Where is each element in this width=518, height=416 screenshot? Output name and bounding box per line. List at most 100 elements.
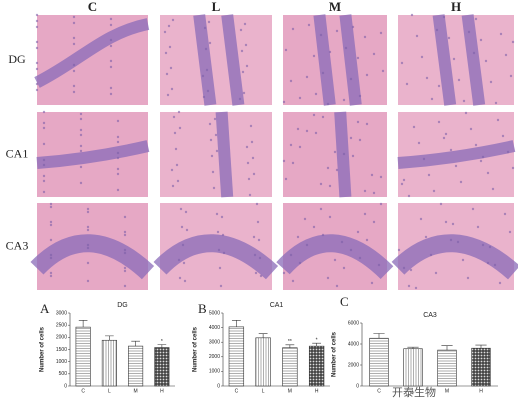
cell — [109, 65, 113, 69]
x-tick-label: H — [160, 388, 164, 394]
cell — [171, 184, 175, 188]
cell — [170, 168, 174, 172]
cell — [419, 217, 423, 221]
y-axis-label: Number of cells — [332, 331, 338, 377]
cell — [464, 111, 468, 115]
cell — [116, 188, 120, 192]
cell — [202, 95, 206, 99]
x-tick-label: M — [445, 388, 449, 394]
cell — [467, 30, 471, 34]
cell — [35, 82, 39, 86]
cell — [178, 276, 182, 280]
cell — [449, 238, 453, 242]
cell — [508, 230, 512, 234]
cell — [42, 163, 46, 167]
cell — [511, 40, 515, 44]
cell — [170, 87, 174, 91]
cell — [476, 225, 480, 229]
cell — [35, 88, 39, 92]
cell — [183, 279, 187, 283]
bar — [154, 347, 170, 387]
bar — [128, 345, 144, 387]
error-bar — [312, 342, 322, 347]
cell — [340, 240, 344, 244]
cell — [402, 266, 406, 270]
cell — [321, 233, 325, 237]
cell — [79, 133, 83, 137]
cell — [452, 57, 456, 61]
cell — [312, 225, 316, 229]
cell — [430, 97, 434, 101]
y-axis-label: Number of cells — [40, 326, 46, 372]
cell — [252, 172, 256, 176]
cell — [222, 251, 226, 255]
cell — [123, 266, 127, 270]
cell — [109, 86, 113, 90]
cell — [241, 70, 245, 74]
cell — [35, 61, 39, 65]
cell — [358, 138, 362, 142]
cell — [444, 220, 448, 224]
cell — [86, 225, 90, 229]
cell — [462, 99, 466, 103]
cell — [177, 110, 181, 114]
cell — [457, 78, 461, 82]
cell — [72, 69, 76, 73]
cell-layer — [397, 140, 516, 169]
cell — [72, 15, 76, 19]
y-tick-label: 3000 — [209, 340, 220, 346]
column-label: H — [451, 0, 461, 14]
cell — [209, 138, 213, 142]
cell — [494, 101, 498, 105]
cell — [321, 115, 325, 119]
cell — [305, 129, 309, 133]
cell — [163, 30, 167, 34]
column-label: M — [329, 0, 341, 14]
cell — [42, 110, 46, 114]
cell-layer — [313, 14, 362, 106]
bar — [403, 348, 423, 387]
cell — [335, 168, 339, 172]
cell — [86, 228, 90, 232]
cell — [109, 23, 113, 27]
cell — [204, 47, 208, 51]
cell — [489, 80, 493, 84]
cell — [116, 167, 120, 171]
y-tick-label: 4000 — [209, 325, 220, 331]
cell — [256, 220, 260, 224]
cell — [254, 271, 258, 275]
cell — [484, 59, 488, 63]
cell — [319, 207, 323, 211]
y-tick-label: 0 — [356, 383, 359, 389]
cell — [363, 212, 367, 216]
cell — [372, 220, 376, 224]
cell — [372, 52, 376, 56]
watermark: 开泰生物 — [392, 385, 436, 399]
cell-layer — [391, 234, 518, 280]
cell — [326, 276, 330, 280]
cell — [365, 73, 369, 77]
cell — [218, 266, 222, 270]
cell — [372, 191, 376, 195]
cell — [486, 171, 490, 175]
cell-layer — [215, 111, 234, 198]
cell — [405, 82, 409, 86]
cell — [116, 135, 120, 139]
cell — [72, 21, 76, 25]
y-tick-label: 1500 — [56, 347, 67, 353]
cell — [167, 24, 171, 28]
cell — [415, 34, 419, 38]
cell — [461, 258, 465, 262]
cell — [178, 126, 182, 130]
cell — [42, 174, 46, 178]
cell — [243, 22, 247, 26]
cell — [116, 172, 120, 176]
y-tick-label: 2500 — [56, 322, 67, 328]
y-tick-label: 5000 — [209, 310, 220, 316]
cell — [79, 149, 83, 153]
bar — [471, 347, 491, 387]
cell — [79, 181, 83, 185]
cell — [437, 120, 441, 124]
cell — [49, 271, 53, 275]
cell — [164, 51, 168, 55]
